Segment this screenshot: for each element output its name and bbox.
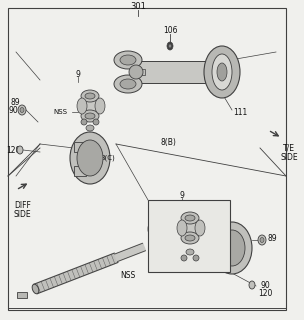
Ellipse shape [181, 232, 199, 244]
Ellipse shape [193, 255, 199, 261]
Text: 9: 9 [76, 69, 81, 78]
Bar [74, 142, 86, 152]
Bar [40, 80, 116, 144]
Text: 9: 9 [180, 190, 185, 199]
Ellipse shape [114, 75, 142, 93]
Text: 8(C): 8(C) [215, 222, 230, 228]
Ellipse shape [81, 90, 99, 102]
Ellipse shape [249, 281, 255, 289]
Ellipse shape [70, 132, 110, 184]
Text: 301: 301 [130, 2, 146, 11]
Ellipse shape [168, 44, 171, 48]
Text: 89: 89 [10, 98, 20, 107]
Text: NSS: NSS [157, 229, 171, 235]
Text: NSS: NSS [53, 109, 67, 115]
Ellipse shape [185, 215, 195, 221]
Bar [17, 292, 27, 298]
Ellipse shape [195, 220, 205, 236]
Text: 120: 120 [258, 289, 272, 298]
Bar [183, 222, 199, 234]
Ellipse shape [177, 220, 187, 236]
Bar [83, 100, 99, 112]
Ellipse shape [167, 42, 173, 50]
Text: 89: 89 [267, 234, 277, 243]
Ellipse shape [77, 140, 103, 176]
Ellipse shape [95, 98, 105, 114]
Ellipse shape [185, 235, 195, 241]
Ellipse shape [152, 213, 188, 257]
Ellipse shape [186, 249, 194, 255]
Ellipse shape [212, 54, 232, 90]
Ellipse shape [93, 119, 99, 125]
Ellipse shape [181, 212, 199, 224]
Text: 120: 120 [6, 146, 20, 155]
Ellipse shape [81, 110, 99, 122]
Ellipse shape [77, 98, 87, 114]
Ellipse shape [32, 284, 39, 294]
Ellipse shape [219, 230, 245, 266]
Bar [131, 69, 145, 75]
Ellipse shape [81, 119, 87, 125]
Text: SIDE: SIDE [280, 153, 298, 162]
Text: NSS: NSS [123, 53, 138, 62]
Ellipse shape [120, 55, 136, 65]
Ellipse shape [181, 255, 187, 261]
Text: NSS: NSS [120, 270, 136, 279]
Text: 111: 111 [233, 108, 247, 116]
Ellipse shape [18, 105, 26, 115]
Bar [210, 64, 222, 80]
Text: SIDE: SIDE [14, 210, 32, 219]
Bar [218, 232, 230, 242]
Text: 90: 90 [260, 281, 270, 290]
Ellipse shape [17, 146, 23, 154]
Text: 8(B): 8(B) [160, 138, 176, 147]
Ellipse shape [204, 46, 240, 98]
Polygon shape [34, 253, 118, 294]
Text: T/E: T/E [283, 143, 295, 153]
Ellipse shape [85, 93, 95, 99]
Text: 8(C): 8(C) [101, 155, 116, 161]
Bar [74, 166, 86, 176]
Bar [148, 200, 230, 272]
Ellipse shape [20, 108, 24, 113]
Ellipse shape [260, 237, 264, 243]
Ellipse shape [86, 125, 94, 131]
Text: DIFF: DIFF [14, 201, 31, 210]
Ellipse shape [85, 113, 95, 119]
Ellipse shape [160, 221, 180, 249]
Bar [218, 254, 230, 264]
Ellipse shape [217, 63, 227, 81]
Ellipse shape [114, 51, 142, 69]
Ellipse shape [120, 79, 136, 89]
Ellipse shape [258, 235, 266, 245]
Bar [115, 18, 275, 140]
Text: 90: 90 [8, 106, 18, 115]
Ellipse shape [212, 222, 252, 274]
Ellipse shape [129, 65, 143, 79]
Text: 106: 106 [163, 26, 177, 35]
Polygon shape [115, 243, 145, 261]
Bar [138, 61, 210, 83]
Ellipse shape [148, 219, 164, 239]
